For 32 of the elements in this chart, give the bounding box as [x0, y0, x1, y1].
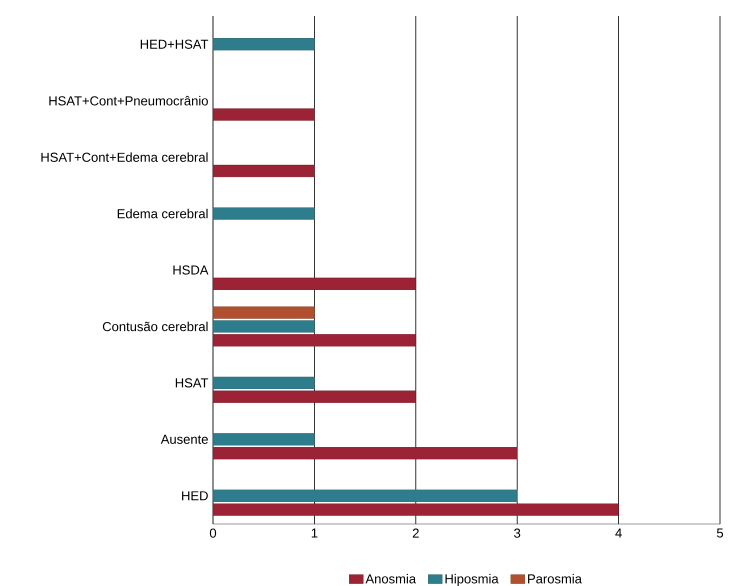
y-tick-label: Contusão cerebral	[102, 322, 208, 332]
bar	[212, 390, 416, 403]
legend-label: Parosmia	[528, 574, 582, 584]
x-tick-label: 5	[716, 528, 724, 538]
bar	[212, 278, 416, 290]
bar	[212, 334, 416, 346]
y-tick-label: HSAT+Cont+Pneumocrânio	[49, 96, 208, 106]
bar	[212, 207, 315, 220]
y-tick-label: HSDA	[173, 265, 208, 275]
bar	[212, 447, 518, 460]
bar	[212, 164, 315, 178]
y-tick-label: HED	[182, 491, 208, 500]
legend-label: Hiposmia	[446, 574, 499, 586]
bar	[212, 306, 315, 319]
x-tick-label: 4	[615, 528, 622, 538]
x-tick-label: 1	[312, 528, 318, 538]
bar	[212, 490, 518, 502]
bar	[212, 108, 315, 121]
x-tick-label: 3	[514, 528, 520, 538]
bar	[212, 38, 315, 50]
y-tick-label: HSAT+Cont+Edema cerebral	[41, 152, 208, 162]
y-tick-label: Edema cerebral	[118, 208, 208, 218]
y-tick-label: HSAT	[176, 378, 208, 388]
bar	[212, 503, 619, 516]
bar	[212, 376, 315, 390]
y-tick-label: HED+HSAT	[140, 40, 208, 49]
bar	[212, 320, 315, 333]
legend-label: Anosmia	[366, 574, 416, 584]
bar	[212, 433, 315, 446]
x-tick-label: 0	[210, 528, 216, 538]
y-tick-label: Ausente	[160, 434, 208, 444]
x-tick-label: 2	[412, 528, 419, 538]
